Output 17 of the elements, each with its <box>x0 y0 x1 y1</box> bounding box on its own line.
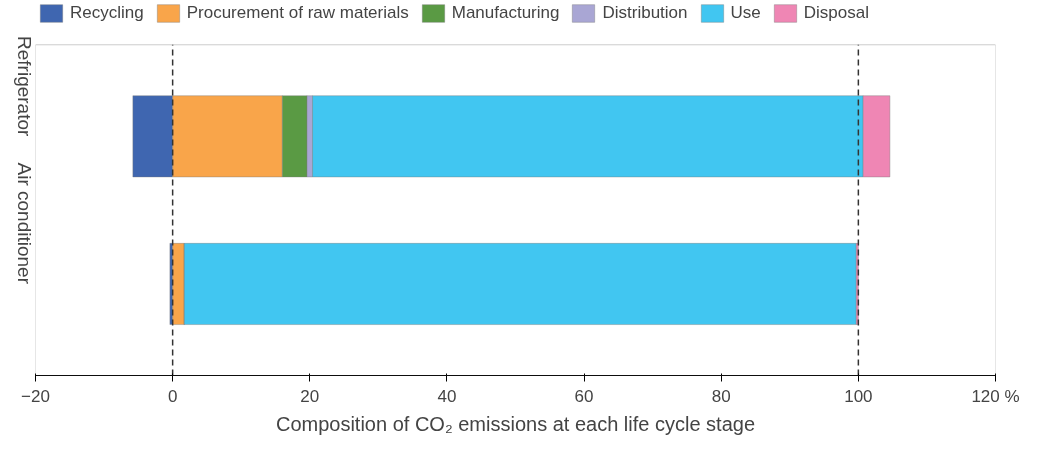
x-tick-label: 0 <box>167 386 178 406</box>
x-tick-label: 20 <box>300 386 320 406</box>
x-axis-title: Composition of CO₂ emissions at each life cycle stage <box>275 412 756 435</box>
legend-label: Manufacturing <box>451 3 560 23</box>
x-tick-label: 60 <box>574 386 594 406</box>
x-tick-label: 120 % <box>971 386 1020 406</box>
legend-label: Disposal <box>803 3 869 23</box>
legend-label: Procurement of raw materials <box>186 3 409 23</box>
x-tick-label: 100 <box>844 386 873 406</box>
y-tick-label: Air conditioner <box>14 162 35 285</box>
legend-label: Recycling <box>70 3 144 23</box>
x-tick-label: 80 <box>711 386 731 406</box>
y-tick-label: Refrigerator <box>14 36 35 137</box>
legend-label: Distribution <box>602 3 688 23</box>
x-tick-label: 40 <box>437 386 457 406</box>
legend-label: Use <box>730 3 761 23</box>
x-tick-label: −20 <box>21 386 50 406</box>
